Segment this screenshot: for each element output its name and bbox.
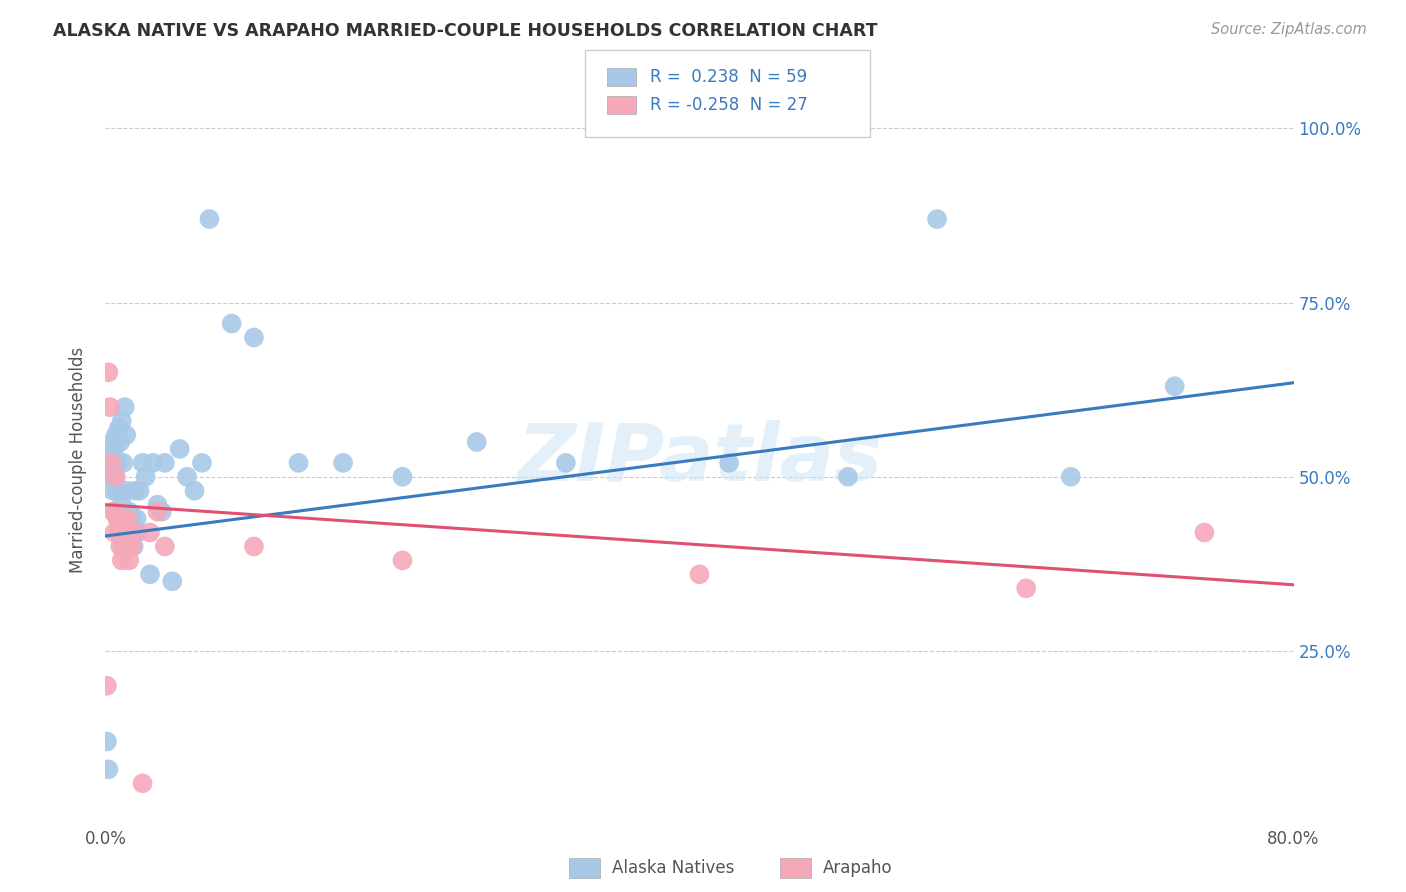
Point	[118, 553, 141, 567]
Point	[689, 567, 711, 582]
Point	[111, 553, 134, 567]
Text: R = -0.258  N = 27: R = -0.258 N = 27	[650, 96, 807, 114]
Point	[124, 525, 146, 540]
Point	[98, 456, 121, 470]
Point	[191, 456, 214, 470]
Point	[111, 498, 134, 512]
Point	[110, 525, 132, 540]
Point	[103, 525, 125, 540]
Point	[100, 456, 122, 470]
Point	[176, 470, 198, 484]
Point	[103, 470, 125, 484]
Point	[139, 525, 162, 540]
Point	[146, 505, 169, 519]
Point	[139, 567, 162, 582]
Point	[162, 574, 184, 589]
Point	[391, 470, 413, 484]
Point	[98, 400, 121, 414]
Point	[554, 456, 576, 470]
Point	[101, 483, 124, 498]
Point	[465, 434, 488, 449]
Point	[100, 470, 122, 484]
Point	[104, 428, 127, 442]
Point	[287, 456, 309, 470]
Point	[117, 511, 139, 525]
Point	[120, 525, 142, 540]
Point	[96, 679, 118, 693]
Point	[150, 505, 173, 519]
Point	[111, 414, 134, 428]
Point	[105, 456, 128, 470]
Point	[108, 421, 131, 435]
Point	[105, 483, 128, 498]
Point	[114, 400, 136, 414]
Point	[112, 540, 135, 554]
Text: ZIPatlas: ZIPatlas	[517, 420, 882, 499]
Point	[153, 540, 176, 554]
Point	[131, 776, 153, 790]
Point	[121, 511, 143, 525]
Point	[100, 449, 122, 463]
Point	[131, 456, 153, 470]
Point	[927, 212, 949, 227]
Point	[169, 442, 191, 456]
Point	[146, 498, 169, 512]
Point	[114, 511, 136, 525]
Point	[115, 483, 138, 498]
Point	[221, 317, 243, 331]
Point	[1060, 470, 1083, 484]
Point	[115, 540, 138, 554]
Point	[112, 456, 135, 470]
Point	[1015, 581, 1038, 595]
Point	[103, 442, 125, 456]
Y-axis label: Married-couple Households: Married-couple Households	[69, 346, 87, 573]
Point	[198, 212, 221, 227]
Point	[118, 505, 141, 519]
Point	[110, 434, 132, 449]
Point	[125, 511, 148, 525]
Point	[243, 330, 266, 344]
Point	[1194, 525, 1216, 540]
Point	[115, 428, 138, 442]
Point	[718, 456, 741, 470]
Point	[128, 483, 150, 498]
Point	[104, 505, 127, 519]
Point	[108, 525, 131, 540]
Point	[112, 511, 135, 525]
Point	[837, 470, 859, 484]
Point	[1164, 379, 1187, 393]
Point	[124, 483, 146, 498]
Point	[104, 470, 127, 484]
Text: R =  0.238  N = 59: R = 0.238 N = 59	[650, 68, 807, 86]
Point	[391, 553, 413, 567]
Point	[117, 540, 139, 554]
Point	[96, 734, 118, 748]
Text: Source: ZipAtlas.com: Source: ZipAtlas.com	[1211, 22, 1367, 37]
Point	[243, 540, 266, 554]
Point	[127, 525, 149, 540]
Text: Arapaho: Arapaho	[823, 859, 893, 877]
Point	[105, 511, 128, 525]
Point	[101, 434, 124, 449]
Point	[97, 763, 120, 777]
Text: ALASKA NATIVE VS ARAPAHO MARRIED-COUPLE HOUSEHOLDS CORRELATION CHART: ALASKA NATIVE VS ARAPAHO MARRIED-COUPLE …	[53, 22, 877, 40]
Point	[135, 470, 157, 484]
Point	[97, 365, 120, 379]
Point	[183, 483, 205, 498]
Point	[332, 456, 354, 470]
Point	[114, 525, 136, 540]
Point	[122, 540, 145, 554]
Point	[108, 511, 131, 525]
Text: Alaska Natives: Alaska Natives	[612, 859, 734, 877]
Point	[142, 456, 165, 470]
Point	[121, 540, 143, 554]
Point	[110, 540, 132, 554]
Point	[153, 456, 176, 470]
Point	[101, 505, 124, 519]
